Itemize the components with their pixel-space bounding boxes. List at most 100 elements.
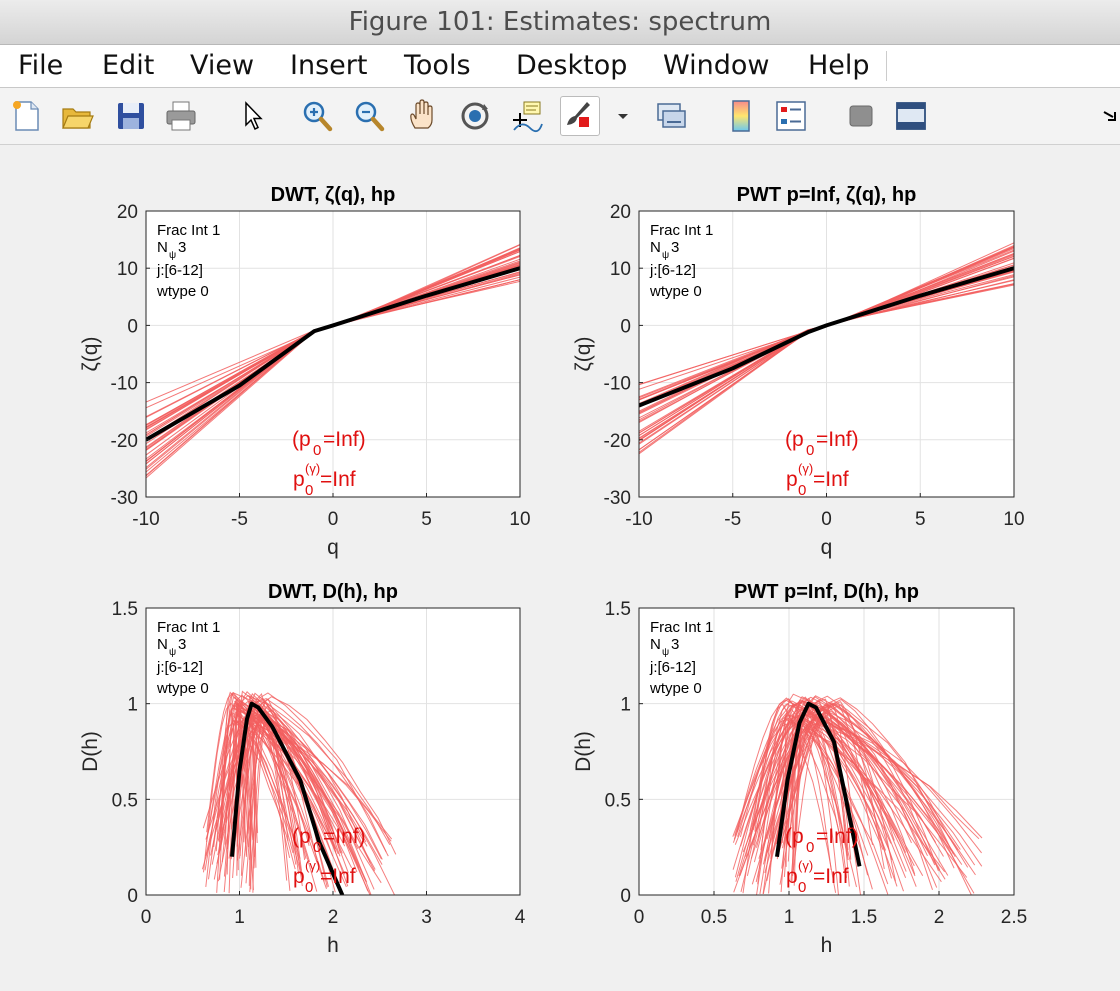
estimate-line xyxy=(205,720,296,887)
info-line: 3 xyxy=(178,636,186,653)
menu-help[interactable]: Help xyxy=(808,50,870,81)
estimate-line xyxy=(757,703,963,885)
menu-bar: File Edit View Insert Tools Desktop Wind… xyxy=(0,45,1120,88)
x-axis-label: h xyxy=(821,934,833,957)
brush-dropdown-icon[interactable] xyxy=(606,98,628,134)
annotation-superscript: (γ) xyxy=(305,461,320,476)
chart-title: DWT, ζ(q), hp xyxy=(271,184,396,206)
menu-file[interactable]: File xyxy=(18,50,64,81)
menu-desktop[interactable]: Desktop xyxy=(516,50,628,81)
x-axis-label: q xyxy=(327,536,339,559)
info-line: 3 xyxy=(178,239,186,256)
menu-view[interactable]: View xyxy=(190,50,255,81)
annotation-text: p xyxy=(786,865,798,888)
info-line-subscript: ψ xyxy=(169,250,176,261)
figure-canvas[interactable]: -10 -5 0 5 10 -30 -20 -10 0 10 20 DWT, ζ(q), hp q ζ(q… xyxy=(0,145,1120,986)
rotate-3d-icon[interactable] xyxy=(458,98,492,134)
info-line: N xyxy=(157,239,168,256)
brush-icon[interactable] xyxy=(560,96,600,136)
info-line: N xyxy=(650,636,661,653)
menu-insert[interactable]: Insert xyxy=(290,50,368,81)
annotation-text: (p xyxy=(292,428,311,451)
pan-hand-icon[interactable] xyxy=(406,98,440,134)
zoom-out-icon[interactable] xyxy=(352,98,386,134)
chart-title: PWT p=Inf, ζ(q), hp xyxy=(737,184,917,206)
open-file-icon[interactable] xyxy=(60,98,94,134)
annotation-text: =Inf) xyxy=(323,428,366,451)
mean-line xyxy=(230,701,345,895)
zoom-in-icon[interactable] xyxy=(300,98,334,134)
y-tick-label: 1.5 xyxy=(112,599,138,620)
annotation-text: (p xyxy=(785,825,804,848)
info-line: Frac Int 1 xyxy=(650,619,713,636)
x-tick-label: 3 xyxy=(421,907,432,928)
x-tick-label: 5 xyxy=(915,509,926,530)
annotation-text: p xyxy=(293,468,305,491)
info-line: wtype 0 xyxy=(649,283,702,300)
show-plot-tools-icon[interactable] xyxy=(894,98,928,134)
info-line: j:[6-12] xyxy=(156,262,203,279)
y-axis-label: ζ(q) xyxy=(79,337,102,372)
estimate-line xyxy=(792,714,912,877)
chart-1: -10 -5 0 5 10 -30 -20 -10 0 10 20 DWT, ζ(q), hp q ζ(q… xyxy=(79,184,531,559)
print-icon[interactable] xyxy=(164,98,198,134)
legend-icon[interactable] xyxy=(774,98,808,134)
annotation-superscript: (γ) xyxy=(798,858,813,873)
annotation-subscript: 0 xyxy=(806,442,814,459)
y-tick-label: 0 xyxy=(620,886,631,907)
estimate-line xyxy=(758,703,936,866)
window-title: Figure 101: Estimates: spectrum xyxy=(348,7,772,37)
annotation-subscript: 0 xyxy=(806,839,814,856)
info-line: N xyxy=(157,636,168,653)
estimate-line xyxy=(745,714,892,857)
annotation-text: =Inf) xyxy=(816,428,859,451)
annotation-text: =Inf xyxy=(813,865,849,888)
x-tick-label: 2.5 xyxy=(1001,907,1027,928)
estimate-line xyxy=(236,720,301,860)
y-axis-label: ζ(q) xyxy=(572,337,595,372)
new-figure-icon[interactable] xyxy=(10,98,44,134)
mean-line xyxy=(775,701,862,867)
estimate-line xyxy=(211,708,383,865)
x-axis-label: q xyxy=(821,536,833,559)
menu-window[interactable]: Window xyxy=(663,50,770,81)
dock-arrow-icon[interactable] xyxy=(1094,98,1116,134)
colorbar-icon[interactable] xyxy=(724,98,758,134)
y-tick-label: 10 xyxy=(117,259,138,280)
y-tick-label: 10 xyxy=(610,259,631,280)
estimate-line xyxy=(783,717,983,878)
chart-2: -10 -5 0 5 10 -30 -20 -10 0 10 20 PWT p=Inf, ζ(q), … xyxy=(572,184,1025,559)
info-line-subscript: ψ xyxy=(662,647,669,658)
estimate-line xyxy=(753,715,839,895)
estimate-line xyxy=(221,691,311,863)
y-tick-label: 0.5 xyxy=(605,790,631,811)
y-axis-label: D(h) xyxy=(79,731,102,772)
data-cursor-icon[interactable] xyxy=(510,98,544,134)
info-line: Frac Int 1 xyxy=(650,222,713,239)
estimate-line xyxy=(782,705,857,851)
axes-box xyxy=(638,607,1015,896)
estimate-line xyxy=(220,691,291,859)
x-tick-label: -10 xyxy=(625,509,652,530)
figure-toolbar xyxy=(0,88,1120,145)
link-plot-icon[interactable] xyxy=(654,98,688,134)
y-tick-label: -10 xyxy=(604,374,631,395)
x-tick-label: -5 xyxy=(724,509,741,530)
x-tick-label: 0.5 xyxy=(701,907,727,928)
hide-plot-tools-icon[interactable] xyxy=(844,98,878,134)
y-tick-label: -30 xyxy=(111,488,138,509)
x-tick-label: 2 xyxy=(328,907,339,928)
y-axis-label: D(h) xyxy=(572,731,595,772)
info-line: Frac Int 1 xyxy=(157,619,220,636)
annotation-subscript: 0 xyxy=(313,839,321,856)
mean-line xyxy=(639,266,1014,408)
pointer-icon[interactable] xyxy=(238,98,272,134)
annotation-text: =Inf xyxy=(320,468,356,491)
chart-title: DWT, D(h), hp xyxy=(268,581,398,603)
estimate-line xyxy=(751,697,954,885)
y-tick-label: -30 xyxy=(604,488,631,509)
mean-line xyxy=(146,266,520,442)
save-icon[interactable] xyxy=(114,98,148,134)
menu-tools[interactable]: Tools xyxy=(404,50,471,81)
menu-edit[interactable]: Edit xyxy=(102,50,155,81)
